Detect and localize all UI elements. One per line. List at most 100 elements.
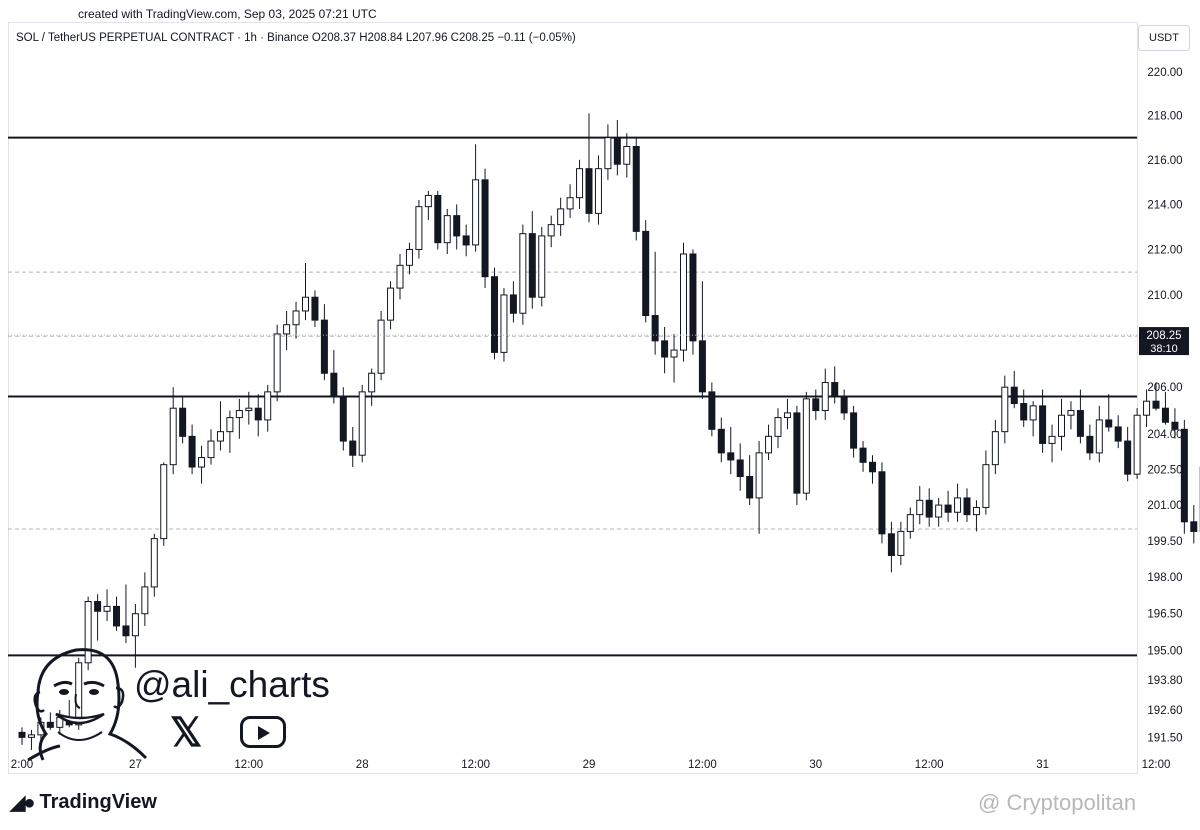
candle-body-down <box>1114 426 1122 442</box>
candle-body-up <box>160 464 168 540</box>
candle-body-up <box>576 168 584 199</box>
candle-body-up <box>472 179 480 246</box>
candle-body-up <box>302 296 309 312</box>
candle-body-up <box>377 319 385 374</box>
tradingview-label: TradingView <box>39 791 157 813</box>
candle-body-down <box>1152 400 1160 409</box>
candle-body-down <box>349 440 357 456</box>
candle-body-down <box>453 215 461 237</box>
candle-body-down <box>642 230 650 317</box>
candle-body-up <box>226 417 234 433</box>
tradingview-logo[interactable]: ◢● TradingView <box>10 790 157 815</box>
candle-body-up <box>141 586 149 615</box>
candle-body-up <box>396 264 404 289</box>
x-tick-label: 12:00 <box>234 759 263 771</box>
y-tick-label: 212.00 <box>1147 244 1182 256</box>
price-chart[interactable]: 220.00 218.00 216.00 214.00 212.00 210.00 206.… <box>0 0 1200 790</box>
y-tick-label: 195.00 <box>1147 645 1182 657</box>
candle-body-down <box>179 407 187 437</box>
x-tick-label: 27 <box>129 759 142 771</box>
candle-body-down <box>736 459 744 478</box>
candle-body-up <box>500 294 508 353</box>
y-tick-label: 202.50 <box>1147 464 1182 476</box>
candle-body-up <box>991 431 999 466</box>
candle-body-down <box>1161 407 1169 423</box>
youtube-icon[interactable] <box>240 716 286 748</box>
candle-body-up <box>245 407 253 412</box>
levels-layer <box>8 136 1137 657</box>
candle-body-down <box>944 504 952 513</box>
candle-body-down <box>963 497 971 516</box>
y-tick-label: 216.00 <box>1147 155 1182 167</box>
y-tick-label: 191.50 <box>1147 732 1182 744</box>
candle-body-up <box>1001 386 1009 433</box>
candle-body-down <box>1039 405 1047 444</box>
candle-body-down <box>330 372 338 398</box>
candle-body-down <box>698 340 706 393</box>
y-tick-label: 198.00 <box>1147 572 1182 584</box>
candle-body-down <box>46 721 54 728</box>
candle-body-down <box>859 447 867 463</box>
candle-body-down <box>509 294 517 314</box>
candle-body-up <box>387 287 395 321</box>
candle-body-up <box>169 407 177 466</box>
candle-body-down <box>746 476 754 499</box>
candle-body-down <box>94 601 102 612</box>
current-price-tag <box>1139 327 1189 356</box>
candle-body-down <box>1020 403 1028 421</box>
candle-body-down <box>793 412 801 494</box>
candle-body-down <box>188 435 196 468</box>
candle-body-up <box>954 497 962 513</box>
candle-body-up <box>604 137 612 170</box>
y-tick-label: 206.00 <box>1147 382 1182 394</box>
candle-body-up <box>897 530 905 556</box>
candle-body-down <box>1086 435 1094 454</box>
candle-body-up <box>1133 414 1141 475</box>
candle-body-down <box>339 396 347 442</box>
candle-body-up <box>443 215 451 244</box>
symbol-info: SOL / TetherUS PERPETUAL CONTRACT · 1h ·… <box>16 32 576 44</box>
candle-body-up <box>547 224 555 237</box>
y-tick-label: 193.80 <box>1147 675 1182 687</box>
candle-body-up <box>75 662 83 726</box>
currency-button[interactable]: USDT <box>1138 25 1190 51</box>
candle-body-up <box>783 412 791 419</box>
candle-body-down <box>254 407 262 421</box>
candle-body-up <box>623 145 631 165</box>
candle-body-up <box>150 538 158 588</box>
candle-body-up <box>103 605 111 612</box>
candle-body-down <box>708 391 716 430</box>
candle-body-up <box>273 333 281 393</box>
candle-body-up <box>519 233 527 314</box>
y-tick-label: 214.00 <box>1147 199 1182 211</box>
candle-body-down <box>585 168 593 214</box>
candle-body-up <box>972 506 980 516</box>
candle-body-down <box>491 276 498 353</box>
candle-body-up <box>821 382 829 412</box>
candle-body-up <box>264 391 272 421</box>
candle-body-down <box>320 319 328 374</box>
candle-body-up <box>935 504 943 518</box>
candle-body-down <box>727 452 735 461</box>
candle-body-down <box>869 461 876 473</box>
candle-body-up <box>1067 410 1075 416</box>
candle-body-up <box>557 208 565 226</box>
candle-body-down <box>122 625 130 637</box>
tradingview-mark-icon: ◢● <box>10 792 36 814</box>
candle-body-down <box>812 398 820 412</box>
current-price-label: 208.25 <box>1146 330 1181 342</box>
x-tick-label: 31 <box>1036 759 1049 771</box>
x-logo-icon[interactable]: 𝕏 <box>170 711 203 755</box>
candle-body-down <box>481 179 489 278</box>
candle-body-up <box>198 457 206 468</box>
author-handle: @ali_charts <box>134 664 330 705</box>
candle-body-down <box>113 605 120 627</box>
y-tick-label: 196.50 <box>1147 609 1182 621</box>
candle-body-up <box>755 452 763 499</box>
y-axis: 220.00 218.00 216.00 214.00 212.00 210.00 206.… <box>8 67 1189 744</box>
candle-body-up <box>765 435 773 454</box>
candle-body-up <box>680 253 687 351</box>
avatar-illustration <box>27 648 148 762</box>
y-tick-label: 210.00 <box>1147 290 1182 302</box>
y-tick-label: 201.00 <box>1147 500 1182 512</box>
